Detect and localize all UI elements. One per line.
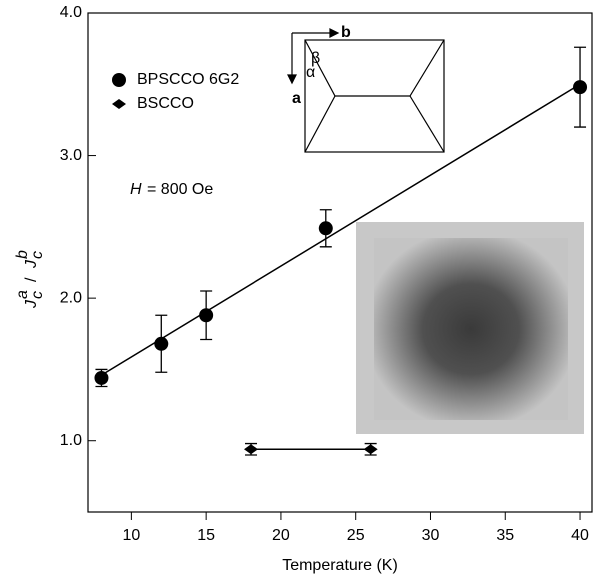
y-tick-label: 4.0 xyxy=(60,4,82,21)
x-tick-label: 10 xyxy=(122,527,140,544)
x-tick-label: 30 xyxy=(422,527,440,544)
marker xyxy=(94,370,109,385)
x-axis-label: Temperature (K) xyxy=(282,557,398,574)
fit-line xyxy=(101,83,581,376)
y-label-part: a xyxy=(14,290,31,299)
inset-label: α xyxy=(306,64,315,81)
annotation: = 800 Oe xyxy=(147,181,213,198)
marker xyxy=(199,308,214,323)
legend-label: BPSCCO 6G2 xyxy=(137,71,239,88)
y-label-part: J xyxy=(23,259,40,269)
legend-marker xyxy=(112,99,126,109)
annotation: H xyxy=(130,181,142,198)
y-axis-label: J c a / J c b xyxy=(14,250,46,309)
legend-label: BSCCO xyxy=(137,95,194,112)
marker xyxy=(318,221,333,236)
marker xyxy=(363,444,378,455)
y-label-part: / xyxy=(23,277,40,282)
plot-frame xyxy=(87,12,593,513)
inset-label: β xyxy=(311,50,320,67)
x-tick-label: 25 xyxy=(347,527,365,544)
inset-label: a xyxy=(292,90,301,107)
y-label-part: b xyxy=(14,250,31,259)
inset-label: b xyxy=(341,24,351,41)
x-tick-label: 40 xyxy=(571,527,589,544)
y-tick-label: 1.0 xyxy=(60,432,82,449)
y-label-part: J xyxy=(23,299,40,309)
diagram-inset xyxy=(287,28,445,153)
y-tick-label: 3.0 xyxy=(60,147,82,164)
photo-inset xyxy=(356,222,584,434)
x-tick-label: 15 xyxy=(197,527,215,544)
y-label-part: c xyxy=(29,251,46,259)
x-tick-label: 35 xyxy=(496,527,514,544)
marker xyxy=(573,80,588,95)
x-tick-label: 20 xyxy=(272,527,290,544)
y-tick-label: 2.0 xyxy=(60,289,82,306)
marker xyxy=(154,336,169,351)
legend-marker xyxy=(112,73,126,87)
marker xyxy=(244,444,259,455)
y-label-part: c xyxy=(29,291,46,299)
